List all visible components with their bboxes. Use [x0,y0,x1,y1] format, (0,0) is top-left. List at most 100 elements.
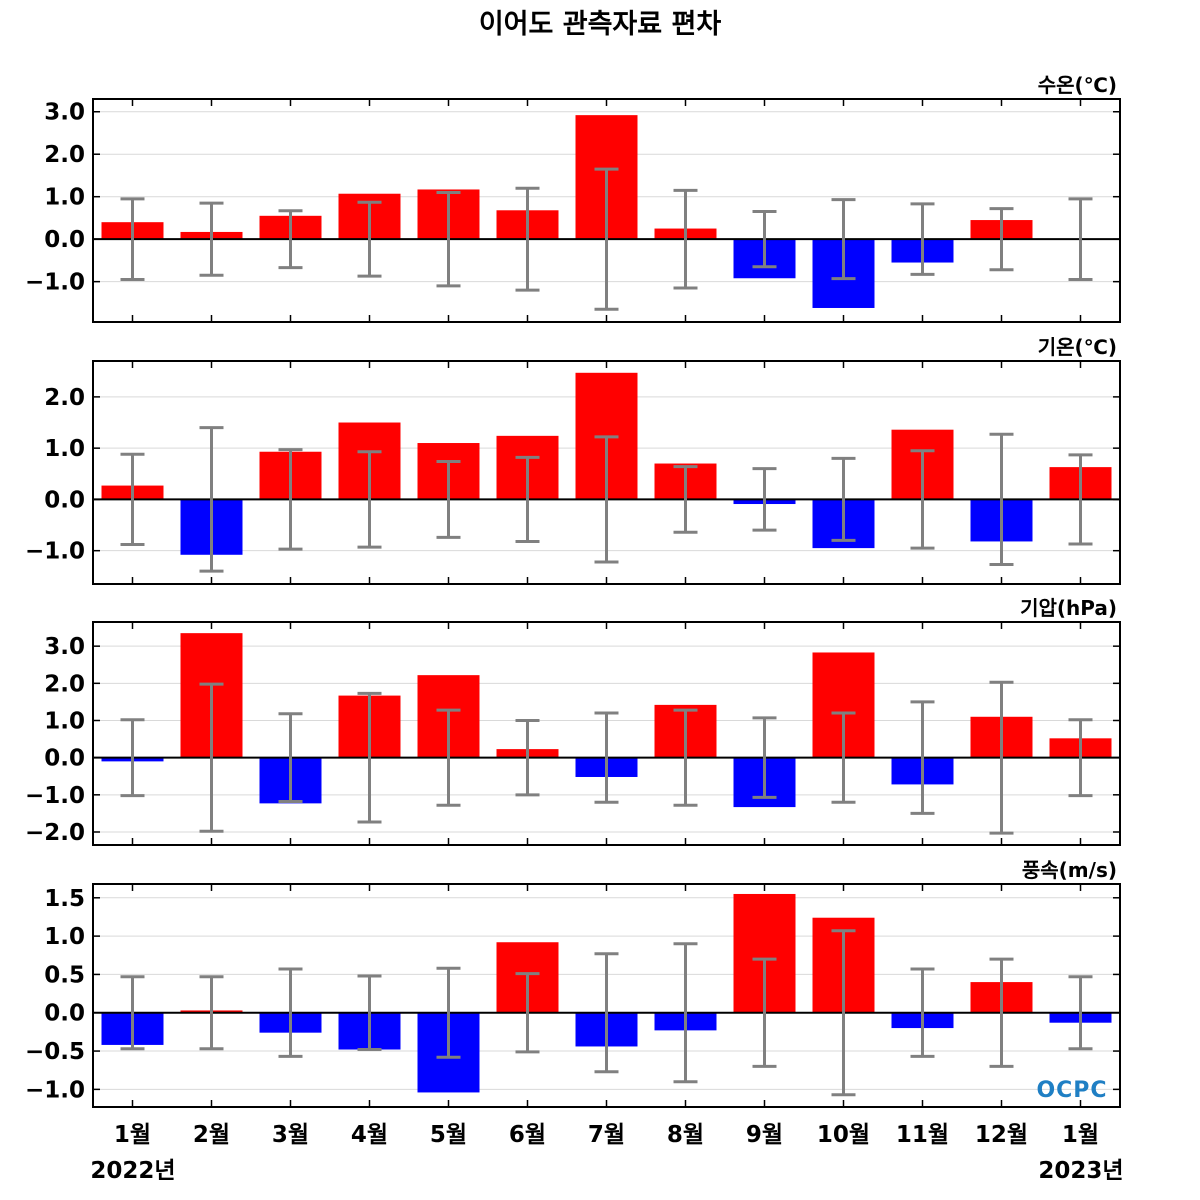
error-bar [1068,718,1093,798]
error-bar [989,432,1014,567]
error-bar [831,929,856,1097]
y-tick-label: −1.0 [25,270,85,296]
error-bar [357,450,382,549]
error-bar [673,708,698,807]
x-tick-label: 10월 [817,1122,870,1148]
error-bar [199,426,224,573]
error-bar [278,967,303,1058]
error-bar [989,957,1014,1068]
error-bar [357,200,382,278]
error-bar [515,186,540,292]
error-bar [752,957,777,1068]
error-bar [515,455,540,543]
x-axis-labels: 1월 2월 3월 4월 5월 6월 7월 8월 9월 10월 11월 12월 1월 [114,1122,1099,1148]
x-tick-label: 3월 [272,1122,309,1148]
y-tick-label: 2.0 [44,671,85,697]
ocpc-logo: OCPC [1036,1078,1107,1103]
error-bar [831,198,856,281]
error-bar [515,718,540,797]
error-bar [594,167,619,311]
chart-panel-2: 기온(℃) −1.0 0.0 1.0 2.0 [25,335,1121,585]
x-tick-label: 9월 [746,1122,783,1148]
y-tick-label: −1.0 [25,539,85,565]
chart-title: 이어도 관측자료 편차 [479,9,722,40]
y-tick-label: 1.0 [44,708,85,734]
error-bar [752,716,777,799]
y-tick-label: 0.0 [44,746,85,772]
error-bar [989,680,1014,835]
error-bar [673,465,698,534]
y-tick-label: 1.0 [44,924,85,950]
error-bar [673,942,698,1084]
y-tick-label: 1.0 [44,436,85,462]
error-bar [357,974,382,1052]
error-bar [1068,975,1093,1051]
error-bar [436,966,461,1059]
error-bar [831,456,856,542]
error-bar [120,975,145,1051]
y-tick-label: 1.5 [44,886,85,912]
error-bar [910,700,935,815]
error-bar [436,459,461,539]
error-bar [357,691,382,824]
x-tick-label: 1월 [1062,1122,1099,1148]
y-tick-label: 2.0 [44,142,85,168]
y-tick-label: 0.0 [44,1001,85,1027]
error-bar [594,952,619,1074]
error-bar [989,207,1014,272]
error-bar [1068,453,1093,546]
error-bar [752,467,777,532]
error-bar [831,711,856,804]
error-bar [594,435,619,564]
x-tick-label: 5월 [430,1122,467,1148]
error-bar [120,452,145,547]
y-tick-label: 3.0 [44,634,85,660]
error-bar [120,197,145,282]
error-bar [278,209,303,270]
chart-panel-3: 기압(hPa) −2.0 −1.0 0.0 1.0 2.0 3.0 [25,596,1121,846]
x-tick-label: 11월 [896,1122,949,1148]
y-tick-label: 0.0 [44,227,85,253]
y-tick-label: −0.5 [25,1039,85,1065]
y-tick-label: −1.0 [25,783,85,809]
panel-title: 기압(hPa) [1020,596,1117,620]
y-tick-label: −1.0 [25,1077,85,1103]
y-tick-label: 3.0 [44,100,85,126]
error-bar [199,975,224,1051]
x-tick-label: 7월 [588,1122,625,1148]
y-tick-label: 2.0 [44,385,85,411]
error-bar [199,682,224,833]
chart-panel-1: 수온(℃) −1.0 0.0 1.0 2.0 3.0 [25,73,1121,323]
x-tick-label: 4월 [351,1122,388,1148]
y-tick-label: 1.0 [44,185,85,211]
error-bar [199,201,224,277]
x-tick-label: 6월 [509,1122,546,1148]
y-tick-label: 0.0 [44,487,85,513]
error-bar [910,449,935,550]
x-tick-label: 12월 [975,1122,1028,1148]
x-tick-label: 8월 [667,1122,704,1148]
panel-title: 풍속(m/s) [1022,858,1117,882]
error-bar [436,708,461,807]
error-bar [1068,197,1093,282]
error-bar [594,711,619,804]
panel-title: 기온(℃) [1038,335,1117,359]
year-start-label: 2022년 [90,1158,175,1184]
year-end-label: 2023년 [1038,1158,1123,1184]
error-bar [515,972,540,1054]
x-tick-label: 1월 [114,1122,151,1148]
error-bar [436,190,461,288]
error-bar [120,718,145,798]
error-bar [278,712,303,804]
chart-panel-4: 풍속(m/s) −1.0 −0.5 0.0 0.5 1.0 1.5 [25,858,1121,1108]
error-bar [673,188,698,290]
y-tick-label: −2.0 [25,820,85,846]
chart-panels: 수온(℃)−1.00.01.02.03.0기온(℃)−1.00.01.02.0기… [25,73,1121,1148]
error-bar [278,448,303,551]
error-bar [910,967,935,1058]
y-tick-label: 0.5 [44,962,85,988]
panel-title: 수온(℃) [1038,73,1117,97]
error-bar [910,202,935,276]
error-bar [752,210,777,269]
